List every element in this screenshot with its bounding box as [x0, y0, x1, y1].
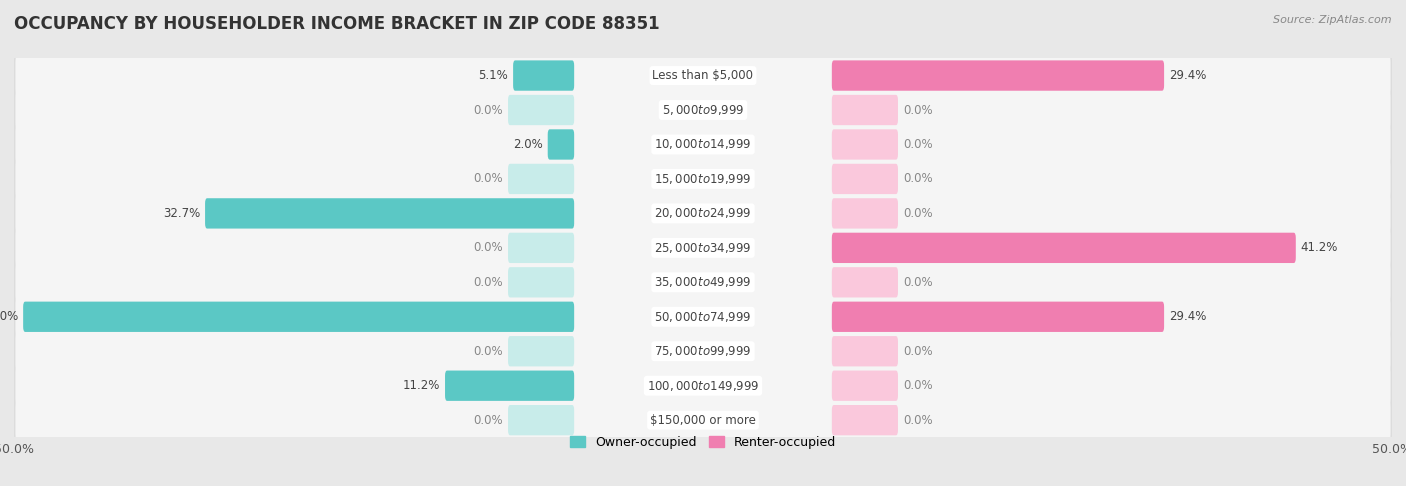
Text: $15,000 to $19,999: $15,000 to $19,999 — [654, 172, 752, 186]
Text: $5,000 to $9,999: $5,000 to $9,999 — [662, 103, 744, 117]
FancyBboxPatch shape — [205, 198, 574, 228]
FancyBboxPatch shape — [15, 89, 1391, 131]
Text: $150,000 or more: $150,000 or more — [650, 414, 756, 427]
FancyBboxPatch shape — [832, 164, 898, 194]
FancyBboxPatch shape — [15, 227, 1391, 269]
FancyBboxPatch shape — [508, 336, 574, 366]
FancyBboxPatch shape — [832, 267, 898, 297]
FancyBboxPatch shape — [508, 95, 574, 125]
FancyBboxPatch shape — [14, 85, 1392, 136]
FancyBboxPatch shape — [15, 296, 1391, 337]
Text: 32.7%: 32.7% — [163, 207, 200, 220]
Text: 29.4%: 29.4% — [1168, 310, 1206, 323]
FancyBboxPatch shape — [446, 370, 574, 401]
Text: $20,000 to $24,999: $20,000 to $24,999 — [654, 207, 752, 220]
FancyBboxPatch shape — [832, 302, 1164, 332]
FancyBboxPatch shape — [15, 193, 1391, 234]
FancyBboxPatch shape — [832, 95, 898, 125]
Text: 0.0%: 0.0% — [474, 414, 503, 427]
FancyBboxPatch shape — [15, 365, 1391, 406]
FancyBboxPatch shape — [14, 291, 1392, 342]
Text: $75,000 to $99,999: $75,000 to $99,999 — [654, 344, 752, 358]
FancyBboxPatch shape — [508, 233, 574, 263]
Text: $25,000 to $34,999: $25,000 to $34,999 — [654, 241, 752, 255]
FancyBboxPatch shape — [832, 336, 898, 366]
FancyBboxPatch shape — [832, 198, 898, 228]
FancyBboxPatch shape — [14, 360, 1392, 411]
FancyBboxPatch shape — [832, 60, 1164, 91]
FancyBboxPatch shape — [832, 370, 898, 401]
Text: 0.0%: 0.0% — [474, 242, 503, 254]
FancyBboxPatch shape — [832, 129, 898, 159]
FancyBboxPatch shape — [508, 405, 574, 435]
FancyBboxPatch shape — [832, 233, 1296, 263]
Text: 49.0%: 49.0% — [0, 310, 18, 323]
FancyBboxPatch shape — [14, 223, 1392, 273]
FancyBboxPatch shape — [14, 119, 1392, 170]
FancyBboxPatch shape — [14, 188, 1392, 239]
FancyBboxPatch shape — [15, 330, 1391, 372]
Text: OCCUPANCY BY HOUSEHOLDER INCOME BRACKET IN ZIP CODE 88351: OCCUPANCY BY HOUSEHOLDER INCOME BRACKET … — [14, 15, 659, 33]
Legend: Owner-occupied, Renter-occupied: Owner-occupied, Renter-occupied — [565, 431, 841, 454]
FancyBboxPatch shape — [14, 395, 1392, 446]
Text: 0.0%: 0.0% — [474, 345, 503, 358]
Text: 0.0%: 0.0% — [903, 207, 932, 220]
Text: 2.0%: 2.0% — [513, 138, 543, 151]
Text: $10,000 to $14,999: $10,000 to $14,999 — [654, 138, 752, 152]
Text: Less than $5,000: Less than $5,000 — [652, 69, 754, 82]
Text: 0.0%: 0.0% — [474, 276, 503, 289]
FancyBboxPatch shape — [15, 399, 1391, 441]
FancyBboxPatch shape — [15, 124, 1391, 165]
FancyBboxPatch shape — [513, 60, 574, 91]
FancyBboxPatch shape — [14, 257, 1392, 308]
Text: 0.0%: 0.0% — [903, 276, 932, 289]
FancyBboxPatch shape — [548, 129, 574, 159]
Text: 41.2%: 41.2% — [1301, 242, 1339, 254]
FancyBboxPatch shape — [14, 154, 1392, 205]
FancyBboxPatch shape — [508, 164, 574, 194]
FancyBboxPatch shape — [832, 405, 898, 435]
FancyBboxPatch shape — [508, 267, 574, 297]
Text: $50,000 to $74,999: $50,000 to $74,999 — [654, 310, 752, 324]
FancyBboxPatch shape — [15, 158, 1391, 200]
Text: 5.1%: 5.1% — [478, 69, 509, 82]
Text: 0.0%: 0.0% — [903, 138, 932, 151]
Text: 0.0%: 0.0% — [903, 414, 932, 427]
FancyBboxPatch shape — [15, 261, 1391, 303]
FancyBboxPatch shape — [14, 326, 1392, 377]
Text: $35,000 to $49,999: $35,000 to $49,999 — [654, 276, 752, 289]
FancyBboxPatch shape — [14, 50, 1392, 101]
Text: 0.0%: 0.0% — [903, 379, 932, 392]
Text: 0.0%: 0.0% — [474, 104, 503, 117]
Text: 0.0%: 0.0% — [474, 173, 503, 186]
Text: 0.0%: 0.0% — [903, 345, 932, 358]
FancyBboxPatch shape — [22, 302, 574, 332]
Text: 0.0%: 0.0% — [903, 173, 932, 186]
Text: 29.4%: 29.4% — [1168, 69, 1206, 82]
Text: 0.0%: 0.0% — [903, 104, 932, 117]
FancyBboxPatch shape — [15, 55, 1391, 96]
Text: $100,000 to $149,999: $100,000 to $149,999 — [647, 379, 759, 393]
Text: Source: ZipAtlas.com: Source: ZipAtlas.com — [1274, 15, 1392, 25]
Text: 11.2%: 11.2% — [404, 379, 440, 392]
